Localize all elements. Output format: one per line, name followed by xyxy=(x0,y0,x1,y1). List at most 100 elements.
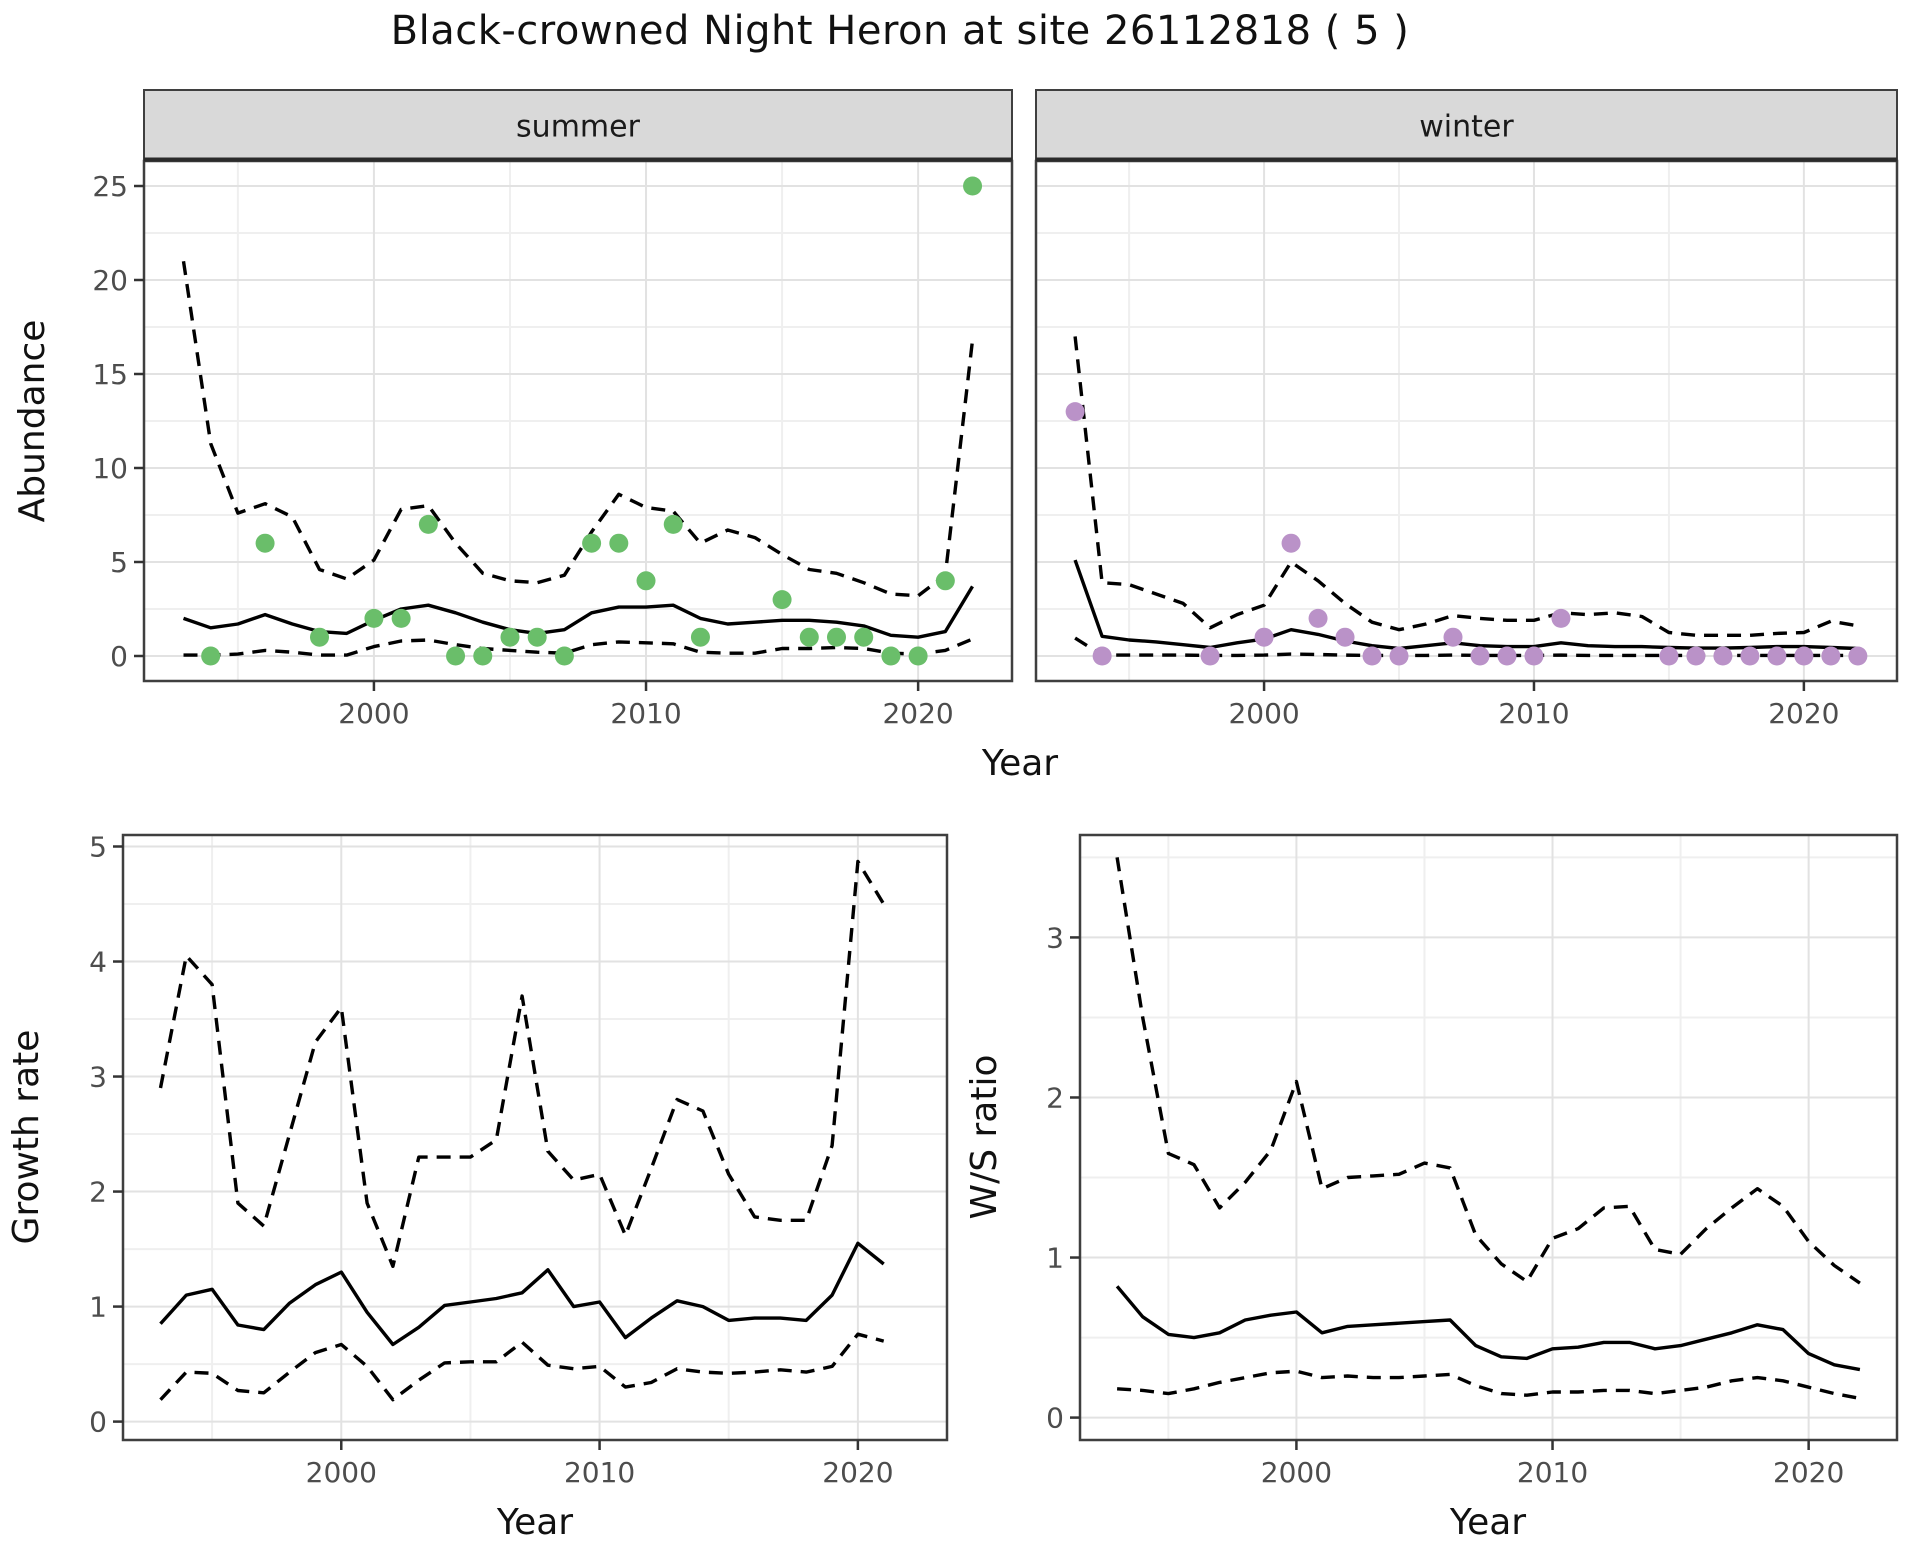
y-tick-label: 4 xyxy=(89,946,107,979)
data-point xyxy=(1308,608,1328,628)
data-point xyxy=(1254,627,1274,647)
data-point xyxy=(1497,646,1517,666)
abundance-summer-observed-points xyxy=(201,176,983,666)
abundance-axis-title: Abundance xyxy=(12,320,53,523)
data-point xyxy=(609,533,629,553)
y-axis-ticks: 0 1 2 3 4 5 xyxy=(89,831,123,1439)
y-tick-label: 1 xyxy=(1046,1242,1064,1275)
gridlines xyxy=(1080,835,1897,1440)
abundance-winter-panel: winter 2000 2010 2020 xyxy=(1034,89,1899,730)
growth-rate-mean-line xyxy=(159,1241,885,1347)
y-tick-label: 0 xyxy=(89,1406,107,1439)
y-tick-label: 1 xyxy=(89,1291,107,1324)
y-tick-label: 3 xyxy=(89,1061,107,1094)
x-axis-ticks: 2000 2010 2020 xyxy=(306,1440,894,1489)
gridlines xyxy=(123,835,947,1440)
data-point xyxy=(446,646,466,666)
data-point xyxy=(1659,646,1679,666)
ws-ratio-panel: 2000 2010 2020 0 1 2 3 xyxy=(1046,833,1899,1489)
data-point xyxy=(418,514,438,534)
data-point xyxy=(1362,646,1382,666)
data-point xyxy=(908,646,928,666)
y-tick-label: 20 xyxy=(92,264,128,297)
data-point xyxy=(663,514,683,534)
x-tick-label: 2020 xyxy=(1773,1456,1844,1489)
data-point xyxy=(963,176,983,196)
growth-rate-panel: 2000 2010 2020 0 1 2 3 4 5 xyxy=(89,831,949,1489)
y-axis-ticks: 0 1 2 3 xyxy=(1046,921,1080,1435)
x-axis-ticks: 2000 2010 2020 xyxy=(1261,1440,1844,1489)
top-year-axis-title: Year xyxy=(981,743,1058,784)
data-point xyxy=(255,533,275,553)
data-point xyxy=(1740,646,1760,666)
data-point xyxy=(1767,646,1787,666)
data-point xyxy=(1551,608,1571,628)
x-tick-label: 2010 xyxy=(1517,1456,1588,1489)
ws-year-axis-title: Year xyxy=(1449,1502,1526,1543)
data-point xyxy=(854,627,874,647)
data-point xyxy=(772,590,792,610)
growth-rate-axis-title: Growth rate xyxy=(6,1030,47,1245)
data-point xyxy=(1713,646,1733,666)
y-tick-label: 2 xyxy=(1046,1081,1064,1114)
data-point xyxy=(826,627,846,647)
data-point xyxy=(527,627,547,647)
data-point xyxy=(935,571,955,591)
data-point xyxy=(1389,646,1409,666)
abundance-summer-lower-ci-line xyxy=(183,637,974,657)
y-tick-label: 25 xyxy=(92,170,128,203)
abundance-summer-panel: summer 2000 2010 2020 0 5 10 15 20 25 xyxy=(92,89,1014,730)
data-point xyxy=(636,571,656,591)
x-axis-ticks: 2000 2010 2020 xyxy=(1228,681,1840,730)
y-tick-label: 5 xyxy=(110,546,128,579)
x-tick-label: 2000 xyxy=(1261,1456,1332,1489)
y-tick-label: 0 xyxy=(110,640,128,673)
y-tick-label: 15 xyxy=(92,358,128,391)
data-point xyxy=(1848,646,1868,666)
panel-background xyxy=(1080,835,1897,1440)
y-axis-ticks: 0 5 10 15 20 25 xyxy=(92,170,144,673)
data-point xyxy=(1092,646,1112,666)
y-tick-label: 3 xyxy=(1046,921,1064,954)
data-point xyxy=(1281,533,1301,553)
ws-ratio-upper-ci-line xyxy=(1115,857,1861,1285)
data-point xyxy=(1065,402,1085,422)
data-point xyxy=(1686,646,1706,666)
abundance-summer-upper-ci-line xyxy=(181,260,975,598)
data-point xyxy=(473,646,493,666)
data-point xyxy=(1443,627,1463,647)
growth-rate-lower-ci-line xyxy=(159,1332,885,1402)
abundance-winter-upper-ci-line xyxy=(1073,336,1859,637)
growth-rate-upper-ci-line xyxy=(158,859,886,1268)
x-tick-label: 2000 xyxy=(1228,697,1299,730)
x-tick-label: 2000 xyxy=(338,697,409,730)
growth-year-axis-title: Year xyxy=(496,1502,573,1543)
x-tick-label: 2020 xyxy=(822,1456,893,1489)
data-point xyxy=(1335,627,1355,647)
facet-strip: winter xyxy=(1035,89,1898,162)
data-point xyxy=(690,627,710,647)
facet-strip-label: winter xyxy=(1419,110,1514,145)
panel-border xyxy=(1078,833,1899,1442)
facet-strip-label: summer xyxy=(516,110,641,145)
y-tick-label: 5 xyxy=(89,831,107,864)
data-point xyxy=(1524,646,1544,666)
data-point xyxy=(391,608,411,628)
panel-background xyxy=(123,835,947,1440)
x-tick-label: 2010 xyxy=(564,1456,635,1489)
data-point xyxy=(310,627,330,647)
gridlines xyxy=(144,161,1012,681)
x-tick-label: 2020 xyxy=(1768,697,1839,730)
x-tick-label: 2010 xyxy=(1498,697,1569,730)
ws-ratio-mean-line xyxy=(1115,1285,1861,1372)
y-tick-label: 10 xyxy=(92,452,128,485)
data-point xyxy=(881,646,901,666)
data-point xyxy=(1794,646,1814,666)
data-point xyxy=(500,627,520,647)
ws-ratio-axis-title: W/S ratio xyxy=(964,1054,1005,1219)
data-point xyxy=(1200,646,1220,666)
y-tick-label: 2 xyxy=(89,1176,107,1209)
chart-title: Black-crowned Night Heron at site 261128… xyxy=(390,8,1410,54)
